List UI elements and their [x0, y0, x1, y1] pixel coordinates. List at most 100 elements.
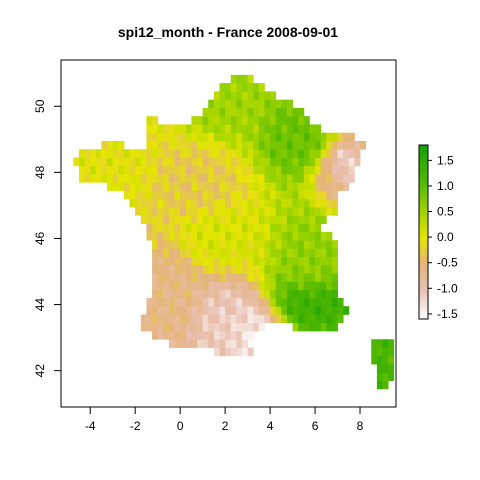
raster-cell — [264, 190, 271, 200]
raster-cell — [197, 289, 204, 299]
raster-cell — [241, 107, 249, 117]
raster-cell — [78, 157, 86, 167]
raster-cell — [326, 248, 333, 258]
raster-cell — [253, 281, 260, 291]
raster-cell — [219, 157, 226, 167]
raster-cell — [258, 182, 265, 191]
raster-cell — [286, 107, 293, 117]
raster-cell — [275, 132, 282, 142]
raster-cell — [264, 314, 271, 324]
raster-cell — [163, 281, 170, 291]
raster-cell — [197, 256, 204, 266]
raster-cell — [275, 256, 282, 266]
raster-cell — [376, 355, 383, 365]
raster-cell — [152, 256, 159, 266]
x-tick-label: 4 — [267, 419, 274, 433]
raster-cell — [163, 306, 170, 315]
raster-cell — [84, 165, 91, 175]
raster-cell — [230, 182, 237, 191]
legend-color-step — [419, 275, 428, 279]
raster-cell — [129, 157, 136, 167]
raster-cell — [213, 281, 220, 291]
raster-cell — [146, 174, 153, 183]
raster-cell — [185, 190, 192, 200]
raster-cell — [191, 116, 198, 125]
raster-layer — [73, 74, 395, 390]
raster-cell — [258, 256, 265, 266]
raster-cell — [315, 165, 322, 175]
raster-cell — [320, 231, 327, 241]
raster-cell — [168, 339, 175, 348]
raster-cell — [180, 281, 187, 291]
raster-cell — [275, 124, 282, 134]
y-tick-label: 44 — [33, 298, 47, 312]
raster-cell — [241, 140, 249, 150]
legend-color-step — [419, 292, 428, 297]
raster-cell — [343, 182, 350, 191]
raster-cell — [247, 182, 254, 191]
raster-cell — [107, 165, 114, 175]
raster-cell — [253, 83, 260, 92]
raster-cell — [163, 174, 170, 183]
raster-cell — [388, 355, 395, 365]
raster-cell — [168, 174, 175, 183]
raster-cell — [275, 281, 282, 291]
raster-cell — [191, 314, 198, 324]
raster-cell — [225, 281, 232, 291]
raster-cell — [331, 314, 338, 324]
raster-cell — [275, 140, 282, 150]
raster-cell — [343, 165, 350, 175]
raster-cell — [292, 248, 299, 258]
raster-cell — [286, 140, 293, 150]
raster-cell — [152, 124, 159, 134]
raster-cell — [219, 330, 226, 340]
raster-cell — [152, 190, 159, 200]
raster-cell — [78, 174, 86, 183]
raster-cell — [213, 339, 220, 348]
raster-cell — [303, 281, 310, 291]
raster-cell — [191, 190, 198, 200]
raster-cell — [326, 264, 333, 274]
raster-cell — [303, 116, 310, 125]
raster-cell — [253, 132, 260, 142]
raster-cell — [118, 182, 125, 191]
raster-cell — [163, 330, 170, 340]
raster-cell — [315, 322, 322, 332]
raster-cell — [174, 289, 181, 299]
raster-cell — [371, 347, 378, 357]
raster-cell — [230, 297, 237, 307]
raster-cell — [146, 149, 153, 158]
raster-cell — [315, 215, 322, 224]
raster-cell — [376, 347, 383, 357]
raster-cell — [219, 107, 226, 117]
raster-cell — [286, 116, 293, 125]
raster-cell — [225, 83, 232, 92]
raster-cell — [197, 198, 204, 208]
raster-cell — [168, 256, 175, 266]
raster-cell — [191, 223, 198, 233]
raster-cell — [208, 116, 215, 125]
raster-cell — [298, 157, 305, 167]
raster-cell — [309, 306, 316, 315]
raster-cell — [270, 198, 277, 208]
legend-color-step — [419, 165, 428, 169]
raster-cell — [315, 281, 322, 291]
raster-cell — [152, 140, 159, 150]
raster-cell — [213, 116, 220, 125]
raster-cell — [197, 132, 204, 142]
raster-cell — [152, 297, 159, 307]
raster-cell — [152, 132, 159, 142]
raster-cell — [191, 198, 198, 208]
raster-cell — [140, 198, 147, 208]
raster-cell — [253, 190, 260, 200]
raster-cell — [163, 297, 170, 307]
raster-cell — [326, 174, 333, 183]
raster-cell — [309, 149, 316, 158]
raster-cell — [163, 223, 170, 233]
raster-cell — [230, 223, 237, 233]
raster-cell — [309, 231, 316, 241]
legend-color-step — [419, 168, 428, 172]
raster-cell — [298, 140, 305, 150]
raster-cell — [281, 256, 288, 266]
raster-cell — [208, 107, 215, 117]
